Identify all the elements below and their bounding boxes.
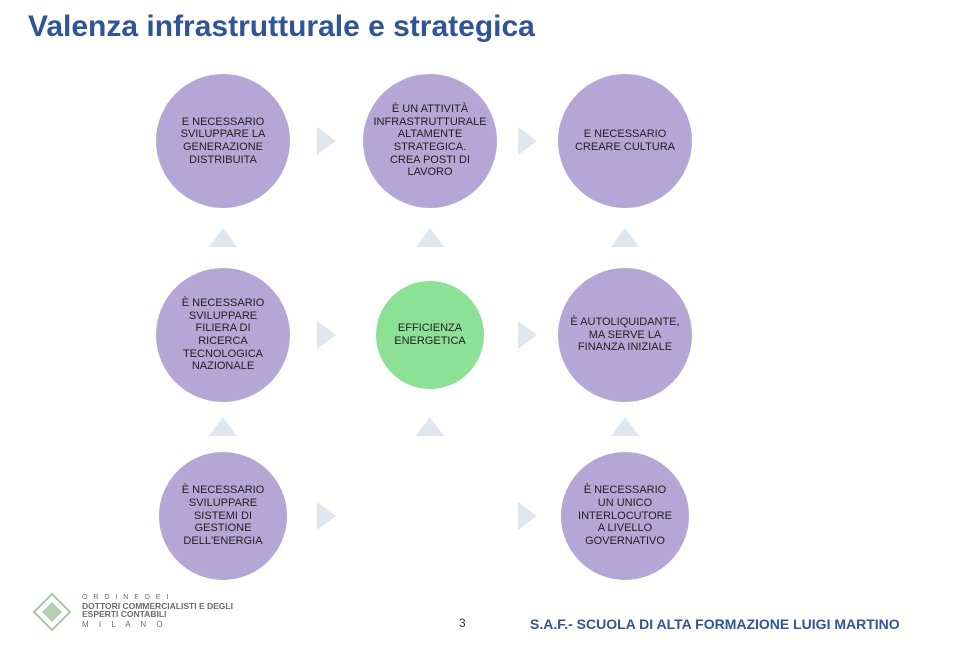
circle-r2c2: È NECESSARIOUN UNICOINTERLOCUTOREA LIVEL…: [561, 452, 689, 580]
logo-line4: M I L A N O: [82, 621, 233, 629]
arrow-r0-h1: [518, 127, 537, 155]
circle-center: EFFICIENZAENERGETICA: [376, 281, 484, 389]
arrow-r2-h1: [518, 502, 537, 530]
arrow-c2-v1: [611, 417, 639, 436]
arrow-r0-h0: [317, 127, 336, 155]
circle-r0c2: E NECESSARIOCREARE CULTURA: [558, 74, 692, 208]
page-number: 3: [459, 616, 466, 630]
diagram-canvas: E NECESSARIOSVILUPPARE LAGENERAZIONEDIST…: [0, 0, 960, 648]
arrow-c1-v1: [416, 417, 444, 436]
circle-r0c0: E NECESSARIOSVILUPPARE LAGENERAZIONEDIST…: [156, 74, 290, 208]
footer-right-text: S.A.F.- SCUOLA DI ALTA FORMAZIONE LUIGI …: [530, 616, 900, 632]
arrow-c0-v1: [209, 417, 237, 436]
footer-logo: O R D I N E D E I DOTTORI COMMERCIALISTI…: [30, 586, 270, 638]
circle-r1c2: È AUTOLIQUIDANTE,MA SERVE LAFINANZA INIZ…: [558, 268, 692, 402]
circle-r2c0: È NECESSARIOSVILUPPARESISTEMI DIGESTIONE…: [159, 452, 287, 580]
arrow-c0-v0: [209, 228, 237, 247]
arrow-c1-v0: [416, 228, 444, 247]
arrow-r1-h1: [518, 321, 537, 349]
logo-mark-icon: [30, 590, 74, 634]
arrow-r1-h0: [317, 321, 336, 349]
arrow-r2-h0: [317, 502, 336, 530]
logo-line3: ESPERTI CONTABILI: [82, 610, 233, 619]
circle-r1c0: È NECESSARIOSVILUPPAREFILIERA DIRICERCAT…: [156, 268, 290, 402]
circle-r0c1: È UN ATTIVITÀINFRASTRUTTURALEALTAMENTEST…: [363, 74, 497, 208]
arrow-c2-v0: [611, 228, 639, 247]
